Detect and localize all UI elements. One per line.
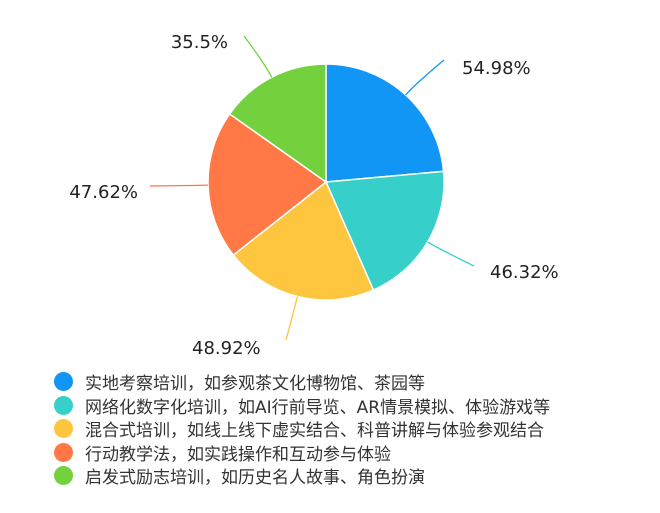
legend-item[interactable]: 网络化数字化培训，如AI行前导览、AR情景模拟、体验游戏等 — [54, 394, 550, 418]
legend-marker — [54, 419, 73, 439]
leader-line — [285, 296, 299, 341]
pie-slice[interactable] — [232, 180, 375, 301]
legend-marker — [54, 395, 73, 415]
legend-marker — [54, 372, 73, 392]
legend-label: 实地考察培训，如参观茶文化博物馆、茶园等 — [85, 374, 425, 395]
data-label: 47.62% — [69, 182, 138, 203]
legend-marker — [54, 442, 73, 462]
pie-slice[interactable] — [228, 63, 327, 184]
data-label: 46.32% — [490, 262, 559, 283]
legend-item[interactable]: 实地考察培训，如参观茶文化博物馆、茶园等 — [54, 370, 550, 394]
legend-item[interactable]: 混合式培训，如线上线下虚实结合、科普讲解与体验参观结合 — [54, 417, 550, 441]
leader-line — [149, 184, 209, 187]
leader-line — [243, 35, 273, 78]
legend-label: 混合式培训，如线上线下虚实结合、科普讲解与体验参观结合 — [85, 421, 544, 442]
data-label: 54.98% — [462, 58, 531, 79]
data-label: 35.5% — [171, 32, 228, 53]
legend-item[interactable]: 启发式励志培训，如历史名人故事、角色扮演 — [54, 464, 550, 488]
pie-slice[interactable] — [325, 63, 445, 183]
legend-label: 启发式励志培训，如历史名人故事、角色扮演 — [85, 468, 425, 489]
legend-label: 网络化数字化培训，如AI行前导览、AR情景模拟、体验游戏等 — [85, 397, 551, 418]
legend-label: 行动教学法，如实践操作和互动参与体验 — [85, 444, 391, 465]
leader-line — [427, 241, 475, 267]
pie-slice[interactable] — [324, 170, 445, 292]
legend-item[interactable]: 行动教学法，如实践操作和互动参与体验 — [54, 441, 550, 465]
pie-slice[interactable] — [207, 112, 328, 257]
legend: 实地考察培训，如参观茶文化博物馆、茶园等 网络化数字化培训，如AI行前导览、AR… — [54, 370, 550, 488]
leader-line — [405, 59, 445, 96]
data-label: 48.92% — [192, 338, 261, 359]
legend-marker — [54, 466, 73, 486]
